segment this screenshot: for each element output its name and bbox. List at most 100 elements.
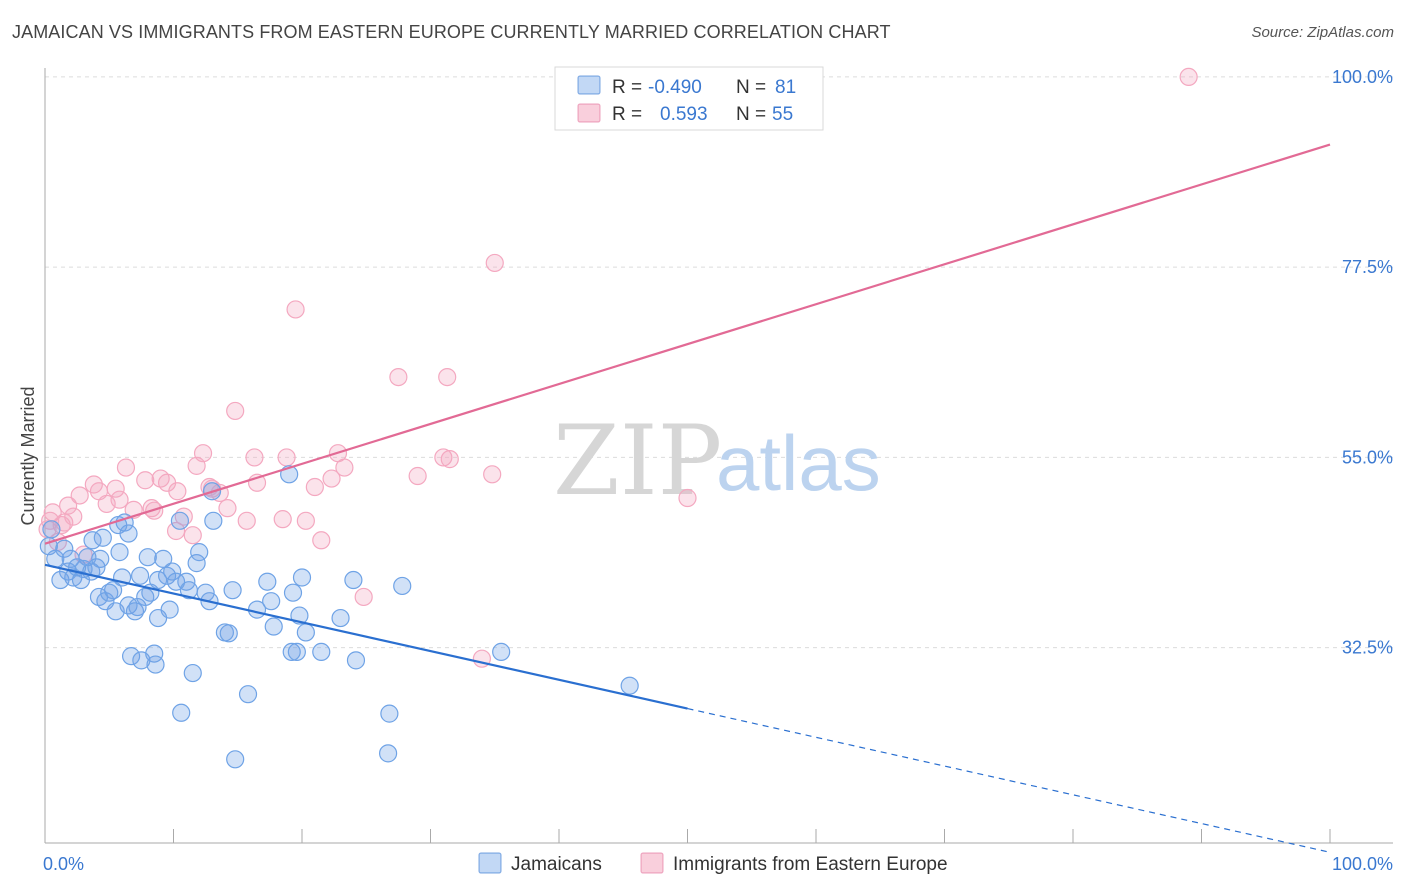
data-point xyxy=(93,528,112,547)
data-point xyxy=(104,581,123,600)
data-point xyxy=(204,511,223,530)
data-point xyxy=(218,499,237,518)
data-point xyxy=(434,448,453,467)
data-point xyxy=(438,367,457,387)
data-point xyxy=(305,477,324,497)
data-point xyxy=(128,597,147,617)
data-point xyxy=(223,581,242,600)
bottom-legend-swatch-jamaicans xyxy=(478,852,502,874)
data-point xyxy=(238,685,258,704)
data-point xyxy=(312,642,331,662)
data-point xyxy=(262,592,281,611)
data-point xyxy=(170,511,190,530)
data-point xyxy=(55,539,74,558)
data-point xyxy=(354,587,373,607)
trend-line-extension xyxy=(687,707,1331,853)
trend-line xyxy=(44,563,688,710)
legend-r-label: R = xyxy=(612,77,642,98)
watermark: ZIP atlas xyxy=(553,405,881,517)
chart-title: JAMAICAN VS IMMIGRANTS FROM EASTERN EURO… xyxy=(12,22,891,42)
data-point xyxy=(168,482,187,501)
data-point xyxy=(226,750,245,769)
data-point xyxy=(292,568,312,587)
data-point xyxy=(322,469,341,488)
grid-lines xyxy=(45,76,1393,649)
y-axis-title: Currently Married xyxy=(18,386,38,525)
data-point xyxy=(190,543,209,562)
data-point xyxy=(138,548,157,567)
data-point xyxy=(110,543,129,562)
y-tick-label: 32.5% xyxy=(1342,638,1393,658)
watermark-atlas: atlas xyxy=(716,419,881,507)
legend-n-label: N = xyxy=(736,104,766,125)
data-point xyxy=(393,576,412,596)
data-point xyxy=(380,704,399,723)
data-point xyxy=(106,479,125,498)
data-point xyxy=(119,524,138,543)
data-point xyxy=(187,554,206,573)
data-point xyxy=(245,448,264,467)
data-point xyxy=(346,651,366,670)
data-point xyxy=(183,526,202,545)
trend-lines xyxy=(44,143,1331,853)
data-point xyxy=(408,466,427,486)
trend-line xyxy=(44,143,1331,545)
data-point xyxy=(237,511,256,530)
data-point xyxy=(335,458,354,477)
data-point xyxy=(620,676,639,695)
bottom-legend-label-jamaicans: Jamaicans xyxy=(511,854,602,875)
data-point xyxy=(483,465,502,484)
data-point xyxy=(277,448,296,467)
data-point xyxy=(121,647,141,666)
data-point xyxy=(258,572,277,591)
data-point xyxy=(492,642,511,662)
data-point xyxy=(219,624,238,643)
data-point xyxy=(678,488,697,508)
data-point xyxy=(116,458,136,477)
y-tick-label: 100.0% xyxy=(1332,67,1393,87)
legend-swatch-eastern-europe xyxy=(577,103,601,123)
data-point xyxy=(273,510,292,529)
legend-r-value-eastern-europe: 0.593 xyxy=(660,104,708,125)
data-point xyxy=(166,572,186,591)
data-point xyxy=(378,744,398,763)
source-credit: Source: ZipAtlas.com xyxy=(1251,24,1394,41)
data-point xyxy=(160,600,179,619)
data-point xyxy=(130,566,150,585)
data-point xyxy=(42,520,61,539)
data-point xyxy=(64,507,83,526)
y-tick-label: 55.0% xyxy=(1342,447,1393,467)
data-point xyxy=(110,490,129,509)
data-point xyxy=(166,521,186,541)
legend-r-label: R = xyxy=(612,104,642,125)
data-point xyxy=(296,623,315,642)
data-point xyxy=(282,642,301,662)
data-point xyxy=(163,562,182,581)
legend-n-value-jamaicans: 81 xyxy=(775,77,796,98)
data-point xyxy=(193,444,213,463)
bottom-legend-swatch-eastern-europe xyxy=(640,852,664,874)
x-tick-label: 0.0% xyxy=(43,854,84,874)
legend-swatch-jamaicans xyxy=(577,75,601,95)
legend-r-value-jamaicans: -0.490 xyxy=(648,77,702,98)
data-point xyxy=(440,450,459,469)
y-tick-label: 77.5% xyxy=(1342,257,1393,277)
data-point xyxy=(91,549,110,568)
bottom-legend: Jamaicans Immigrants from Eastern Europe xyxy=(478,852,948,875)
axes xyxy=(44,68,1393,844)
data-point xyxy=(283,583,303,602)
tick-labels: 32.5% 55.0% 77.5% 100.0% 0.0% 100.0% xyxy=(43,67,1393,874)
data-point xyxy=(70,486,89,505)
data-point xyxy=(296,511,315,530)
data-point xyxy=(136,471,155,490)
data-point xyxy=(287,642,306,662)
data-point xyxy=(172,703,191,722)
data-point xyxy=(154,549,173,568)
legend-n-label: N = xyxy=(736,77,766,98)
series-eastern-europe-points xyxy=(38,67,1198,668)
data-point xyxy=(183,663,202,683)
data-point xyxy=(485,253,504,273)
x-tick-label: 100.0% xyxy=(1332,854,1393,874)
data-point xyxy=(148,570,168,590)
